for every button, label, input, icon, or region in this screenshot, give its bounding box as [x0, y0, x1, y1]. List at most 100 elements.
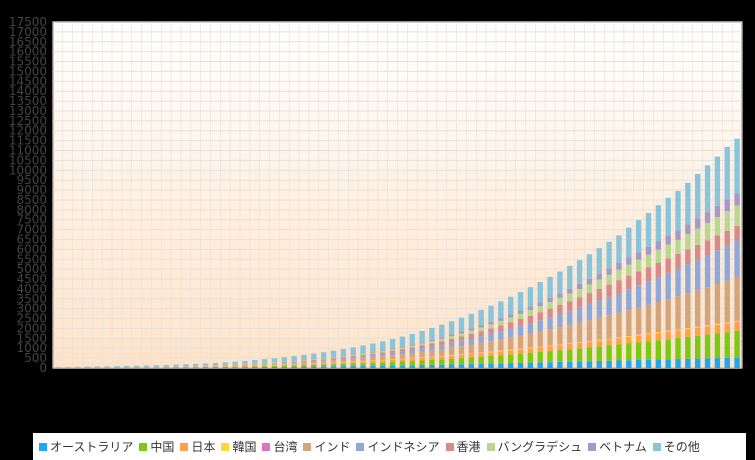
- bar-segment: [222, 362, 228, 365]
- bar-segment: [478, 327, 484, 332]
- bar-segment: [645, 341, 652, 360]
- bar-segment: [596, 288, 602, 301]
- bar-segment: [301, 362, 307, 364]
- bar-segment: [222, 367, 228, 368]
- bar-segment: [232, 365, 238, 366]
- bar-segment: [685, 328, 691, 330]
- bar-segment: [498, 339, 504, 351]
- y-axis-tick-label: 2000: [16, 321, 47, 335]
- bar-segment: [271, 363, 278, 364]
- bar-segment: [665, 197, 671, 236]
- bar-segment: [557, 344, 563, 346]
- y-axis-tick-label: 7500: [16, 213, 47, 227]
- bar-segment: [645, 334, 652, 342]
- legend-label: 台湾: [273, 440, 298, 454]
- legend-label: ベトナム: [599, 440, 647, 454]
- bar-segment: [606, 296, 612, 316]
- bar-segment: [734, 330, 740, 358]
- y-axis-tick-label: 13000: [9, 104, 47, 118]
- bar-segment: [586, 303, 593, 321]
- bar-segment: [665, 244, 671, 259]
- bar-segment: [350, 355, 356, 357]
- bar-segment: [704, 254, 711, 288]
- bar-segment: [311, 353, 317, 360]
- bar-segment: [645, 246, 652, 255]
- bar-segment: [242, 365, 248, 367]
- bar-segment: [458, 340, 465, 347]
- bar-segment: [409, 344, 415, 346]
- bar-segment: [448, 321, 455, 335]
- bar-segment: [724, 332, 730, 358]
- bar-segment: [478, 342, 484, 353]
- bar-segment: [281, 363, 288, 365]
- bar-segment: [734, 138, 740, 194]
- bar-segment: [350, 363, 356, 366]
- y-axis-tick-label: 1500: [16, 331, 47, 345]
- bar-segment: [252, 366, 258, 368]
- bar-segment: [478, 352, 484, 354]
- bar-segment: [606, 345, 612, 361]
- legend-swatch-icon: [486, 442, 495, 451]
- legend-item: インド: [303, 438, 350, 455]
- bar-segment: [350, 354, 356, 356]
- bar-segment: [498, 331, 504, 340]
- y-axis-tick-label: 2500: [16, 312, 47, 326]
- bar-segment: [626, 227, 632, 258]
- bar-segment: [675, 230, 681, 240]
- bar-segment: [695, 326, 701, 328]
- bar-segment: [498, 350, 504, 352]
- bar-stack: [212, 362, 219, 368]
- bar-segment: [448, 342, 455, 348]
- bar-segment: [330, 358, 337, 360]
- bar-segment: [320, 363, 327, 365]
- bar-segment: [340, 366, 347, 368]
- bar-segment: [675, 253, 681, 269]
- bar-segment: [399, 359, 406, 362]
- bar-segment: [567, 310, 573, 325]
- bar-segment: [567, 343, 573, 345]
- bar-segment: [330, 350, 337, 358]
- bar-segment: [626, 360, 632, 368]
- bar-segment: [330, 357, 337, 359]
- bar-segment: [320, 364, 327, 367]
- bar-stack: [104, 366, 110, 368]
- bar-stack: [114, 366, 120, 368]
- bar-segment: [517, 292, 524, 311]
- bar-stack: [458, 317, 465, 368]
- bar-stack: [596, 248, 602, 368]
- bar-segment: [655, 205, 662, 242]
- bar-segment: [399, 336, 406, 347]
- bar-segment: [714, 323, 721, 325]
- legend-label: インドネシア: [367, 440, 440, 454]
- legend-label: バングラデシュ: [497, 440, 583, 454]
- bar-segment: [714, 333, 721, 359]
- bar-segment: [448, 347, 455, 355]
- y-axis-tick-label: 9500: [16, 173, 47, 187]
- bar-segment: [635, 360, 642, 368]
- bar-segment: [488, 324, 494, 329]
- bar-segment: [704, 326, 711, 335]
- bar-segment: [704, 325, 711, 327]
- bar-segment: [291, 362, 297, 364]
- bar-segment: [616, 235, 622, 264]
- bar-segment: [350, 365, 356, 368]
- bar-segment: [616, 293, 622, 313]
- bar-segment: [547, 317, 553, 330]
- bar-segment: [527, 348, 534, 353]
- bar-segment: [389, 365, 396, 368]
- bar-segment: [567, 361, 573, 368]
- bar-segment: [242, 366, 248, 368]
- bar-segment: [714, 250, 721, 284]
- bar-segment: [527, 362, 534, 368]
- bar-segment: [330, 359, 337, 361]
- bar-stack: [419, 331, 425, 368]
- bar-segment: [439, 364, 445, 368]
- bar-stack: [183, 364, 189, 368]
- bar-segment: [498, 301, 504, 319]
- bar-segment: [507, 314, 514, 318]
- bar-segment: [301, 361, 307, 363]
- bar-segment: [665, 330, 671, 332]
- bar-segment: [567, 349, 573, 362]
- bar-segment: [183, 364, 189, 367]
- bar-segment: [557, 304, 563, 315]
